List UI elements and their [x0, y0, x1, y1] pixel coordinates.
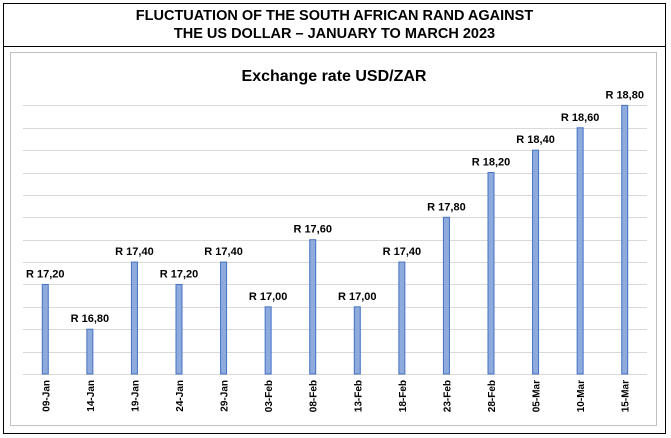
x-tick-label-23-Feb: 23-Feb [442, 380, 453, 412]
bar-18-Feb [398, 261, 406, 375]
x-tick-label-09-Jan: 09-Jan [41, 380, 52, 412]
bar-29-Jan [220, 261, 228, 375]
header-title-line-2: THE US DOLLAR – JANUARY TO MARCH 2023 [173, 26, 496, 42]
x-tick-label-14-Jan: 14-Jan [86, 380, 97, 412]
data-labels-group: R 17,20 R 16,80 R 17,40 R 17,20 R 17,40 R 17,… [26, 89, 644, 325]
data-label-23-Feb: R 17,80 [427, 201, 466, 213]
bar-08-Feb [309, 239, 317, 375]
x-tick-label-08-Feb: 08-Feb [309, 380, 320, 412]
bar-24-Jan [175, 283, 183, 375]
bar-23-Feb [442, 216, 450, 375]
data-label-19-Jan: R 17,40 [115, 246, 154, 258]
data-label-05-Mar: R 18,40 [516, 134, 555, 146]
x-tick-label-05-Mar: 05-Mar [532, 380, 543, 412]
data-label-18-Feb: R 17,40 [383, 246, 422, 258]
bar-19-Jan [130, 261, 138, 375]
bar-14-Jan [86, 328, 94, 375]
data-label-14-Jan: R 16,80 [71, 313, 110, 325]
x-tick-label-29-Jan: 29-Jan [220, 380, 231, 412]
figure-header: FLUCTUATION OF THE SOUTH AFRICAN RAND AG… [4, 4, 665, 47]
bars-group [41, 104, 629, 375]
chart-area: Exchange rate USD/ZAR R 17,20 R 16,80 R 17… [10, 52, 657, 426]
bar-03-Feb [264, 306, 272, 375]
bar-05-Mar [532, 149, 540, 375]
bar-15-Mar [621, 104, 629, 375]
bar-chart: Exchange rate USD/ZAR R 17,20R 16,80R 17… [23, 68, 647, 412]
bar-13-Feb [353, 306, 361, 375]
data-label-08-Feb: R 17,60 [293, 224, 332, 236]
data-label-24-Jan: R 17,20 [160, 268, 199, 280]
bar-09-Jan [41, 283, 49, 375]
x-tick-label-15-Mar: 15-Mar [621, 380, 632, 412]
x-tick-labels-group: 09-Jan 14-Jan 19-Jan 24-Jan 29-Jan 03-Feb 08-F… [41, 380, 631, 412]
x-tick-label-19-Jan: 19-Jan [130, 380, 141, 412]
chart-title: Exchange rate USD/ZAR [242, 68, 427, 85]
x-tick-label-10-Mar: 10-Mar [576, 380, 587, 412]
x-tick-label-28-Feb: 28-Feb [487, 380, 498, 412]
data-label-09-Jan: R 17,20 [26, 268, 65, 280]
data-label-29-Jan: R 17,40 [204, 246, 243, 258]
data-label-03-Feb: R 17,00 [249, 291, 288, 303]
gridlines [23, 105, 647, 375]
data-label-28-Feb: R 18,20 [472, 157, 511, 169]
bar-28-Feb [487, 172, 495, 375]
x-tick-label-03-Feb: 03-Feb [264, 380, 275, 412]
bar-10-Mar [576, 127, 584, 375]
x-tick-label-13-Feb: 13-Feb [353, 380, 364, 412]
header-title-line-1: FLUCTUATION OF THE SOUTH AFRICAN RAND AG… [135, 8, 534, 24]
data-label-13-Feb: R 17,00 [338, 291, 377, 303]
data-label-10-Mar: R 18,60 [561, 112, 600, 124]
x-tick-label-18-Feb: 18-Feb [398, 380, 409, 412]
x-tick-label-24-Jan: 24-Jan [175, 380, 186, 412]
data-label-15-Mar: R 18,80 [605, 89, 644, 101]
